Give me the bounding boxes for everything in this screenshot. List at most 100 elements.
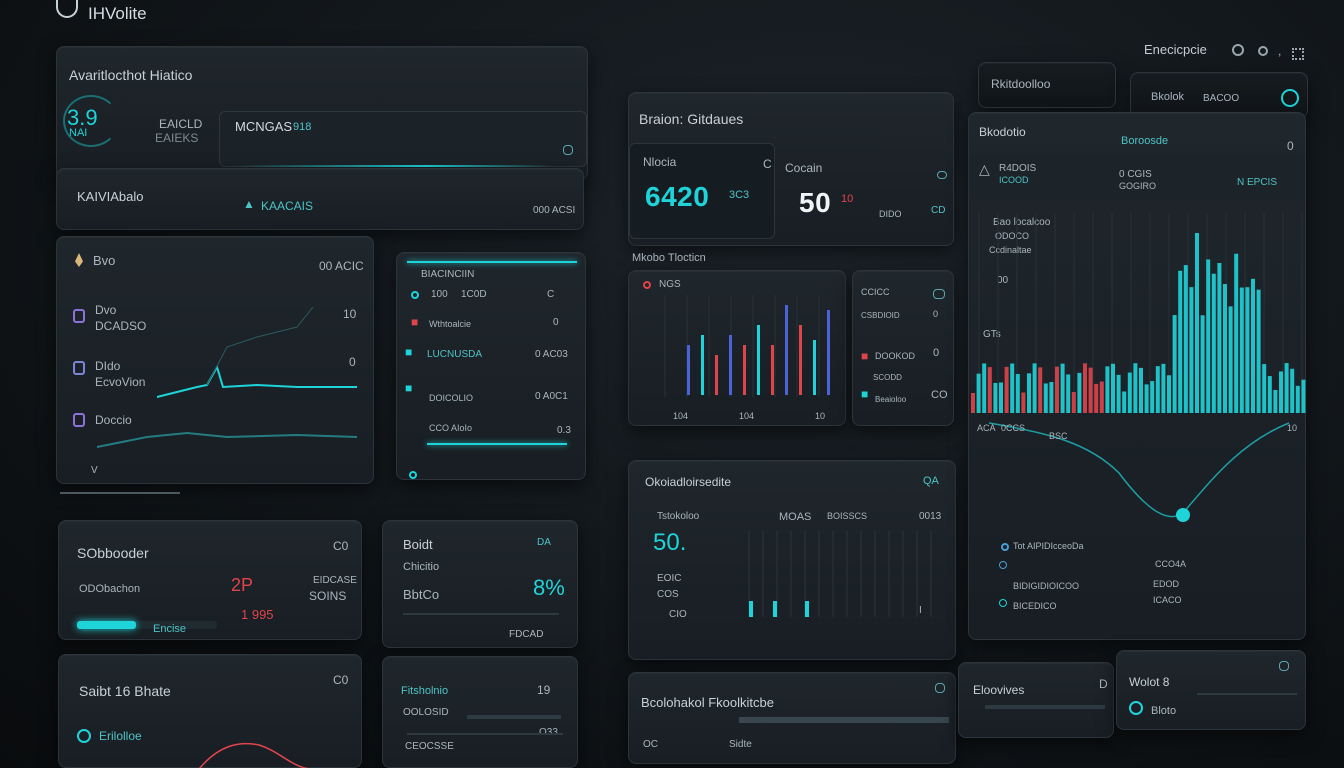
bar <box>976 373 981 413</box>
right-footer-row-2-left: BIDIGIDIOICOO <box>1013 581 1080 591</box>
filter-label: KAIVIAbalo <box>77 189 144 204</box>
legend-a-sub: ICOOD <box>999 175 1029 185</box>
right-search[interactable]: Rkitdoolloo <box>978 62 1116 108</box>
bar <box>1273 389 1278 413</box>
center-chart-x-1: 104 <box>673 411 689 421</box>
filter-row[interactable]: KAIVIAbalo ▲ KAACAIS 000 ACSI <box>56 168 584 230</box>
bar <box>1077 372 1082 413</box>
footer-row-1-dot <box>1001 543 1009 551</box>
center-bottom-row-1: EOIC <box>657 573 682 584</box>
item-2-sub: DCADSO <box>95 319 147 333</box>
side-row-2: CSBDIOID <box>861 311 900 320</box>
bottom-left-panel: Saibt 16 Bhate C0 Erilolloe <box>58 654 362 768</box>
right-y-4: 00 <box>997 275 1009 286</box>
metrics-list-panel: Bvo 00 ACIC Dvo DCADSO 10 DIdo EcvoVion … <box>56 236 374 484</box>
bar <box>1239 287 1244 413</box>
item-3-sub: EcvoVion <box>95 375 146 389</box>
app-logo[interactable] <box>56 0 78 18</box>
legend-c: N EPCIS <box>1237 177 1278 188</box>
bar <box>1256 289 1261 413</box>
center-big-a: 6420 <box>645 181 710 212</box>
activity-row-4-value: 0.3 <box>557 425 571 436</box>
bar <box>729 335 732 395</box>
score-progress-track <box>77 621 217 629</box>
bar <box>1088 367 1093 413</box>
activity-row-2-label: LUCNUSDA <box>427 349 483 360</box>
bar <box>1217 263 1222 413</box>
bar <box>1116 374 1121 413</box>
right-x-4: 10 <box>1287 423 1298 433</box>
right-filter-icon[interactable] <box>1281 89 1299 107</box>
center-bottom-col-b: MOAS <box>779 511 812 523</box>
side-row-5-icon: ■ <box>861 387 869 401</box>
bar <box>1066 374 1071 413</box>
right-search-label: Rkitdoolloo <box>991 77 1051 91</box>
item-2-title: Dvo <box>95 303 117 317</box>
label-c-value: 918 <box>293 121 312 133</box>
legend-warning-icon: △ <box>979 161 990 177</box>
center-label-b: Cocain <box>785 161 823 175</box>
list-footer: V <box>91 465 98 476</box>
filter-arrow-icon[interactable]: ▲ <box>243 197 255 211</box>
label-b: EAIEKS <box>155 131 199 145</box>
header-right-label[interactable]: Enecicpcie <box>1144 42 1207 57</box>
bottom-left-corner: C0 <box>333 673 349 687</box>
center-chart-panel: NGS 104 104 10 <box>628 270 846 426</box>
bar <box>1127 372 1132 413</box>
pin-icon <box>75 253 83 267</box>
wave-point <box>1176 508 1190 522</box>
budget-label-a: Chicitio <box>403 561 440 573</box>
bar <box>1167 375 1171 413</box>
right-x-1: ACA <box>977 423 996 433</box>
legend-b: 0 CGIS <box>1119 169 1152 180</box>
center-footer-menu-icon[interactable] <box>935 683 945 693</box>
right-bottom-b-dot[interactable] <box>1129 701 1143 715</box>
right-bottom-a: Eloovives D <box>958 662 1114 738</box>
center-expand-icon[interactable] <box>937 171 947 179</box>
bar <box>1111 363 1115 413</box>
activity-row-1-icon: ■ <box>411 315 419 329</box>
activity-row-3-value: 0 A0C1 <box>535 391 568 402</box>
menu-dot: , <box>1278 44 1282 58</box>
center-footer-title: Bcolohakol Fkoolkitcbe <box>641 695 774 710</box>
right-bottom-b-icon[interactable] <box>1279 661 1289 671</box>
right-bottom-b: Wolot 8 Bloto <box>1116 650 1306 730</box>
score-gauge-value: SOINS <box>309 589 347 603</box>
divider <box>60 492 180 494</box>
bar <box>1301 379 1306 413</box>
footer-row-2-icon <box>999 561 1007 569</box>
legend-a: R4DOIS <box>999 163 1037 174</box>
side-row-4: SCODD <box>873 373 902 382</box>
side-row-4-value: 0 <box>933 347 940 359</box>
score-big: 2P <box>231 575 254 595</box>
bar <box>1228 306 1233 413</box>
bar <box>1295 385 1300 413</box>
center-bottom-corner[interactable]: QA <box>923 475 939 487</box>
right-bottom-b-title: Wolot 8 <box>1129 675 1170 689</box>
bar <box>999 382 1003 413</box>
expand-icon[interactable] <box>563 145 573 155</box>
notification-icon[interactable] <box>1258 46 1268 56</box>
bar <box>1094 383 1099 413</box>
bar <box>1150 381 1155 413</box>
grid-icon[interactable] <box>1292 48 1304 60</box>
search-icon[interactable] <box>1232 44 1244 56</box>
center-label-a: Nlocia <box>643 155 677 169</box>
right-footer-row-1-right: CCO4A <box>1155 559 1187 569</box>
filter-link[interactable]: KAACAIS <box>261 199 314 213</box>
bar <box>1032 363 1037 413</box>
bar <box>1004 366 1009 413</box>
bar <box>1211 273 1216 413</box>
item-4-title: Doccio <box>95 413 132 427</box>
bottom-mid-row-2: CEOCSSE <box>405 741 454 752</box>
activity-row-1-label: Wthtoalcie <box>429 319 472 329</box>
right-filter[interactable]: Bkolok BACOO <box>1130 72 1308 118</box>
bar <box>1122 391 1127 413</box>
right-filter-value: BACOO <box>1203 93 1240 104</box>
bar <box>1043 383 1048 413</box>
bar <box>1055 366 1059 413</box>
center-bottom-title: Okoiadloirsedite <box>645 475 732 489</box>
right-x-2: 0CCS <box>1001 423 1026 433</box>
bar <box>715 355 718 395</box>
side-row-1-icon[interactable] <box>933 289 945 299</box>
